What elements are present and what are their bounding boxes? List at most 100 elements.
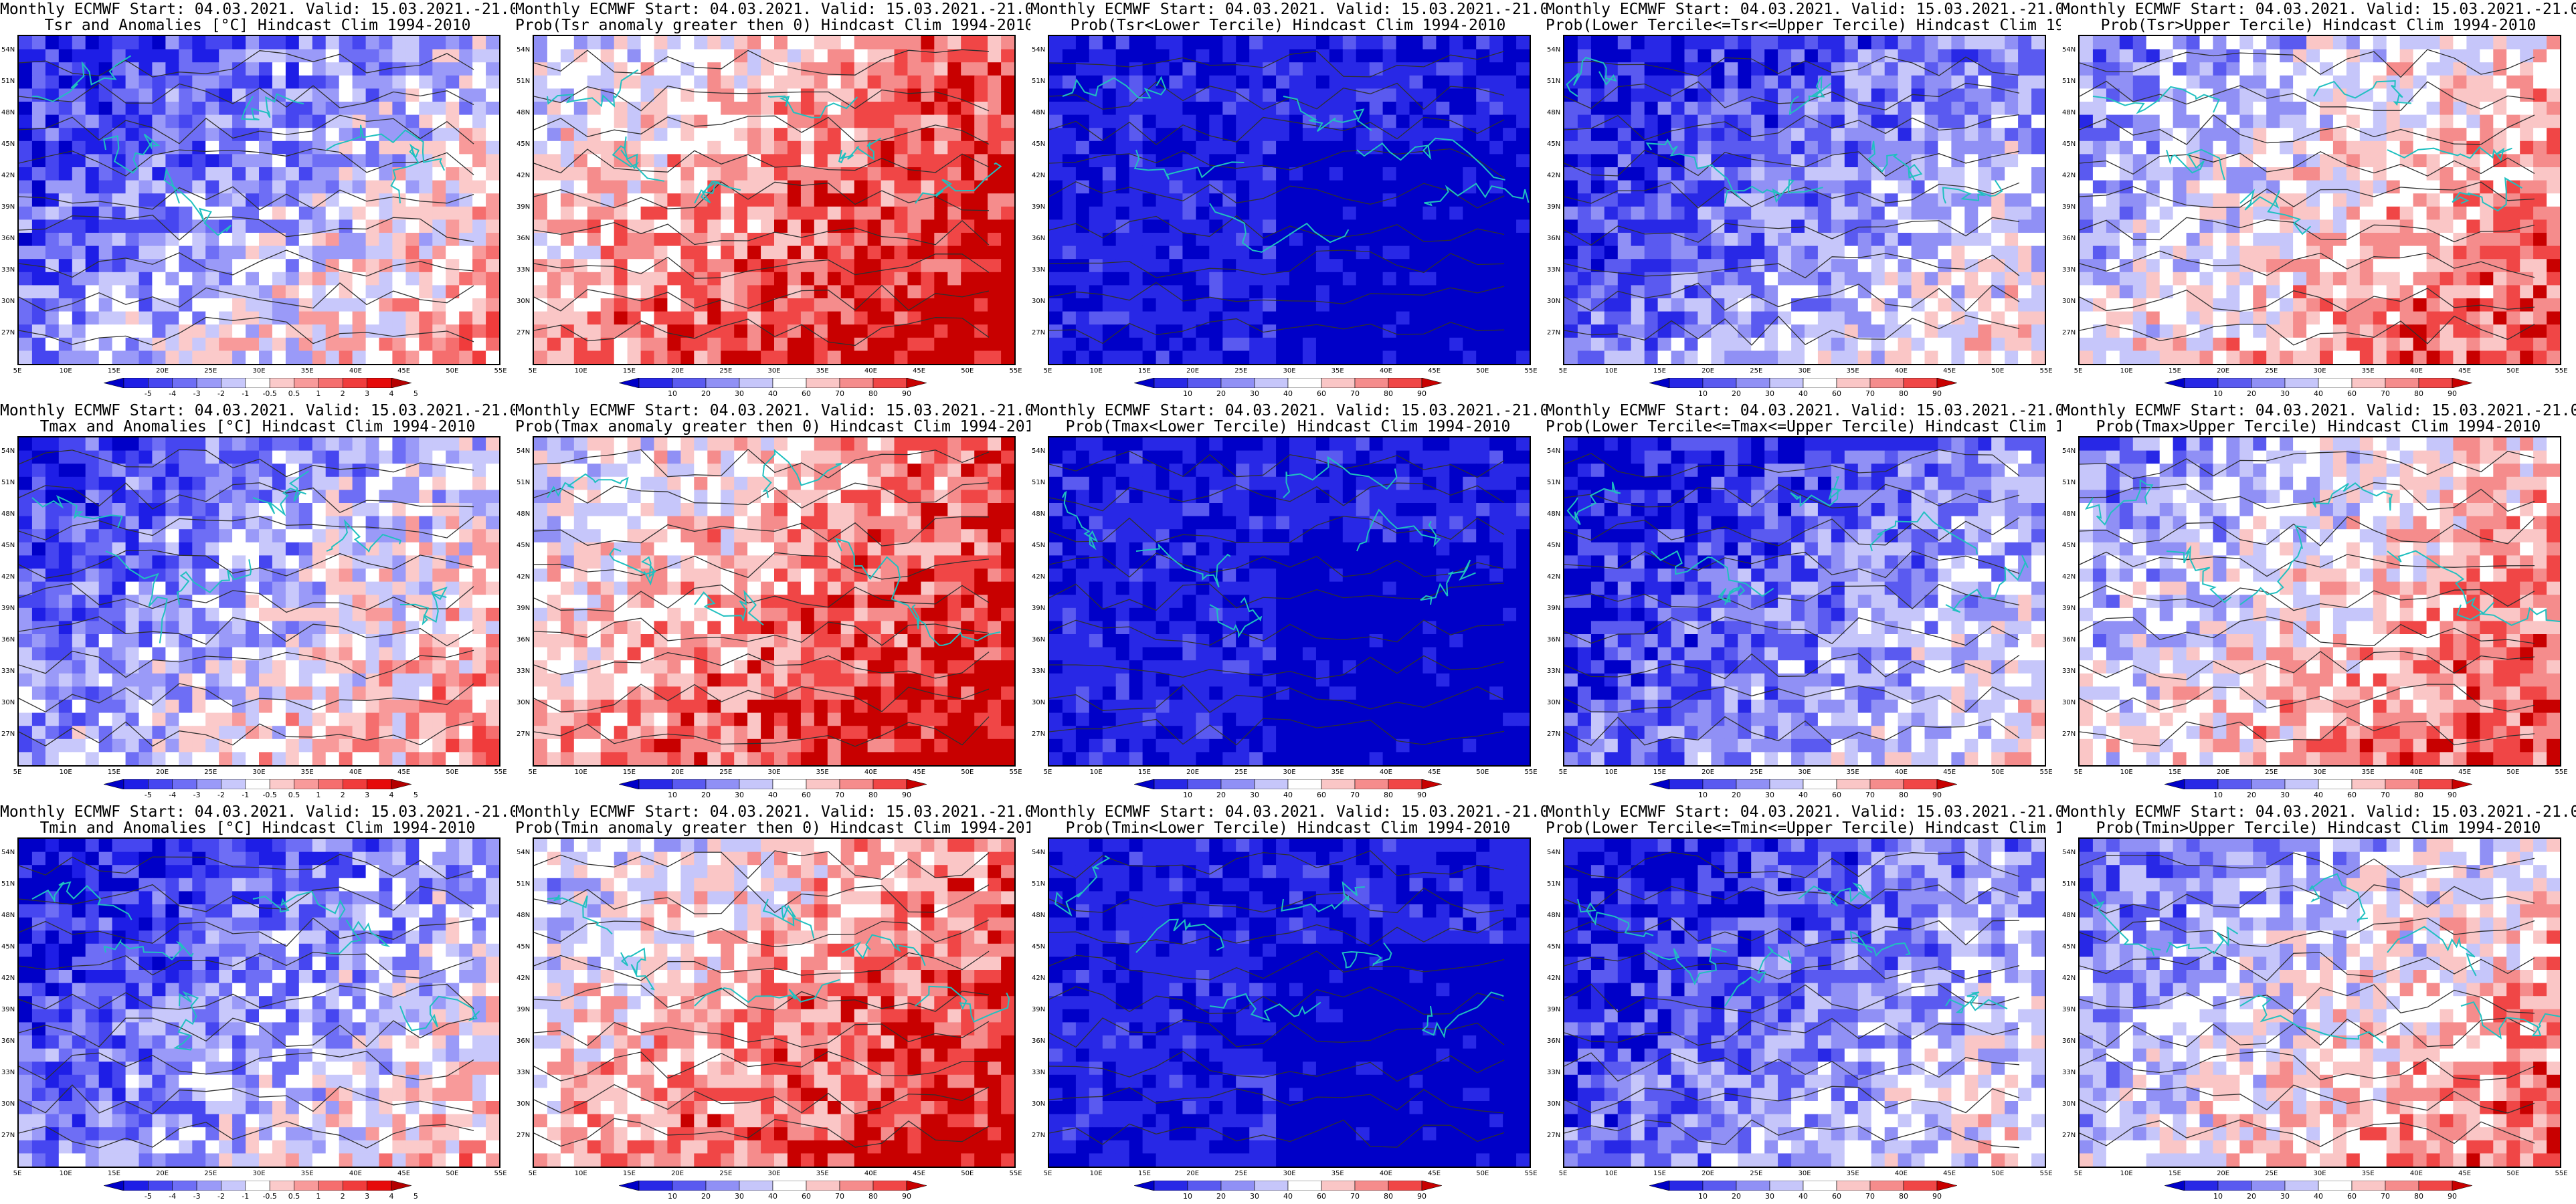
longitude-label: 35E xyxy=(1331,367,1344,375)
field-cell xyxy=(1617,233,1632,247)
field-cell xyxy=(654,49,668,63)
field-cell xyxy=(2173,114,2187,128)
field-cell xyxy=(1422,36,1437,50)
field-cell xyxy=(1590,206,1605,220)
field-cell xyxy=(1449,36,1463,50)
field-cell xyxy=(179,233,193,247)
field-cell xyxy=(1724,75,1738,89)
field-cell xyxy=(1422,350,1437,364)
colorbar-tick-label: -1 xyxy=(242,389,250,398)
field-cell xyxy=(2346,49,2361,63)
field-cell xyxy=(534,140,548,155)
field-cell xyxy=(152,350,166,364)
field-cell xyxy=(232,337,246,351)
field-cell xyxy=(2226,206,2240,220)
field-cell xyxy=(587,180,602,194)
field-cell xyxy=(2132,259,2147,273)
field-cell xyxy=(1951,337,1965,351)
field-cell xyxy=(867,167,882,181)
field-cell xyxy=(98,102,113,116)
field-cell xyxy=(246,233,260,247)
field-cell xyxy=(2320,140,2334,155)
field-cell xyxy=(272,128,286,142)
latitude-label: 45N xyxy=(1032,140,1046,148)
field-cell xyxy=(2293,180,2307,194)
colorbar-swatch xyxy=(294,378,319,388)
field-cell xyxy=(2306,233,2320,247)
latitude-label: 42N xyxy=(517,172,531,179)
field-cell xyxy=(814,180,828,194)
field-cell xyxy=(179,62,193,76)
field-cell xyxy=(1711,36,1725,50)
field-cell xyxy=(2132,272,2147,286)
field-cell xyxy=(600,350,615,364)
field-cell xyxy=(827,75,842,89)
field-cell xyxy=(2547,324,2560,338)
field-cell xyxy=(2018,75,2032,89)
field-cell xyxy=(352,311,367,325)
field-cell xyxy=(1516,180,1530,194)
field-cell xyxy=(45,167,60,181)
field-cell xyxy=(787,311,802,325)
field-cell xyxy=(2005,245,2019,260)
field-cell xyxy=(2239,219,2253,233)
field-cell xyxy=(881,272,895,286)
field-cell xyxy=(1115,167,1130,181)
latitude-label: 51N xyxy=(1547,78,1561,86)
field-cell xyxy=(152,193,166,207)
field-cell xyxy=(814,193,828,207)
field-cell xyxy=(1476,324,1490,338)
latitude-label: 45N xyxy=(517,140,531,148)
field-cell xyxy=(1382,298,1397,312)
field-cell xyxy=(721,114,735,128)
field-cell xyxy=(1791,193,1805,207)
field-cell xyxy=(2533,36,2547,50)
field-cell xyxy=(298,245,313,260)
colorbar-tick-label: 60 xyxy=(2347,389,2357,398)
field-cell xyxy=(2320,337,2334,351)
field-cell xyxy=(1697,102,1712,116)
field-cell xyxy=(1898,285,1912,299)
field-cell xyxy=(179,167,193,181)
longitude-label: 35E xyxy=(300,367,314,375)
field-cell xyxy=(1871,350,1885,364)
field-cell xyxy=(2173,88,2187,102)
field-cell xyxy=(2533,350,2547,364)
field-cell xyxy=(312,36,327,50)
field-cell xyxy=(1422,102,1437,116)
field-cell xyxy=(1169,311,1183,325)
field-cell xyxy=(2332,337,2347,351)
field-cell xyxy=(600,102,615,116)
field-cell xyxy=(1724,193,1738,207)
field-cell xyxy=(1329,36,1344,50)
colorbar-tick-label: 60 xyxy=(1832,389,1841,398)
field-cell xyxy=(1115,272,1130,286)
field-cell xyxy=(325,490,340,504)
field-cell xyxy=(312,154,327,168)
field-cell xyxy=(1991,128,2005,142)
field-cell xyxy=(1751,272,1765,286)
field-cell xyxy=(1342,88,1357,102)
field-cell xyxy=(272,259,286,273)
field-cell xyxy=(205,272,219,286)
field-cell xyxy=(2080,324,2094,338)
field-cell xyxy=(680,167,695,181)
field-cell xyxy=(640,88,655,102)
field-cell xyxy=(85,350,100,364)
field-cell xyxy=(2031,324,2045,338)
field-cell xyxy=(640,324,655,338)
field-cell xyxy=(1089,272,1103,286)
field-cell xyxy=(2253,180,2267,194)
isotherm-contour xyxy=(1564,56,2020,77)
field-cell xyxy=(1409,140,1423,155)
field-cell xyxy=(1436,206,1450,220)
colorbar-tick-label: 80 xyxy=(2414,389,2423,398)
field-cell xyxy=(934,102,948,116)
field-cell xyxy=(192,464,206,478)
field-cell xyxy=(1222,272,1236,286)
field-cell xyxy=(2173,193,2187,207)
field-cell xyxy=(1489,311,1503,325)
field-cell xyxy=(1778,154,1792,168)
longitude-label: 40E xyxy=(2409,367,2423,375)
field-cell xyxy=(259,437,273,452)
